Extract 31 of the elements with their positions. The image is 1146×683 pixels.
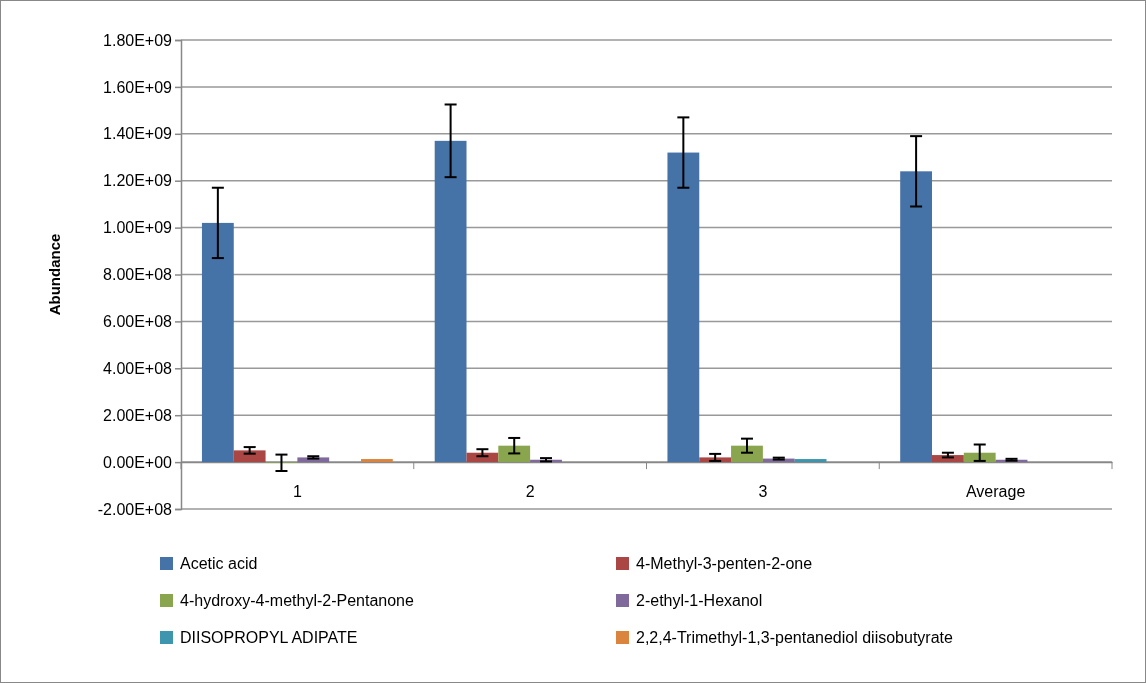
bar <box>498 445 531 463</box>
legend-label: 4-hydroxy-4-methyl-2-Pentanone <box>180 592 414 609</box>
bar <box>360 459 393 463</box>
legend-label: Acetic acid <box>180 555 258 572</box>
y-tick-label: -2.00E+08 <box>97 500 173 518</box>
y-tick-label: 1.60E+09 <box>103 78 173 96</box>
bar <box>900 171 933 463</box>
y-tick-label: 2.00E+08 <box>103 406 173 424</box>
y-axis-title: Abundance <box>46 233 63 316</box>
legend-label: 4-Methyl-3-penten-2-one <box>636 555 813 572</box>
y-tick-label: 6.00E+08 <box>103 313 173 331</box>
x-tick-label: 3 <box>758 483 768 501</box>
y-tick-label: 0.00E+00 <box>103 453 173 471</box>
y-tick-label: 8.00E+08 <box>103 266 173 284</box>
x-tick-label: 2 <box>525 483 535 501</box>
bar <box>794 459 827 463</box>
bar <box>667 152 700 463</box>
x-tick-label: 1 <box>292 483 302 501</box>
legend-label: 2-ethyl-1-Hexanol <box>636 592 763 609</box>
x-tick-label: Average <box>965 483 1026 501</box>
y-tick-label: 1.80E+09 <box>103 31 173 49</box>
legend-label: 2,2,4-Trimethyl-1,3-pentanediol diisobutyrate <box>636 629 954 646</box>
y-tick-label: 1.00E+09 <box>103 219 173 237</box>
y-tick-label: 4.00E+08 <box>103 359 173 377</box>
bar <box>434 140 467 463</box>
bar <box>731 445 763 463</box>
y-tick-label: 1.40E+09 <box>103 125 173 143</box>
legend-label: DIISOPROPYL ADIPATE <box>180 629 358 646</box>
bar <box>233 450 266 463</box>
y-tick-label: 1.20E+09 <box>103 172 173 190</box>
bar <box>201 222 234 463</box>
